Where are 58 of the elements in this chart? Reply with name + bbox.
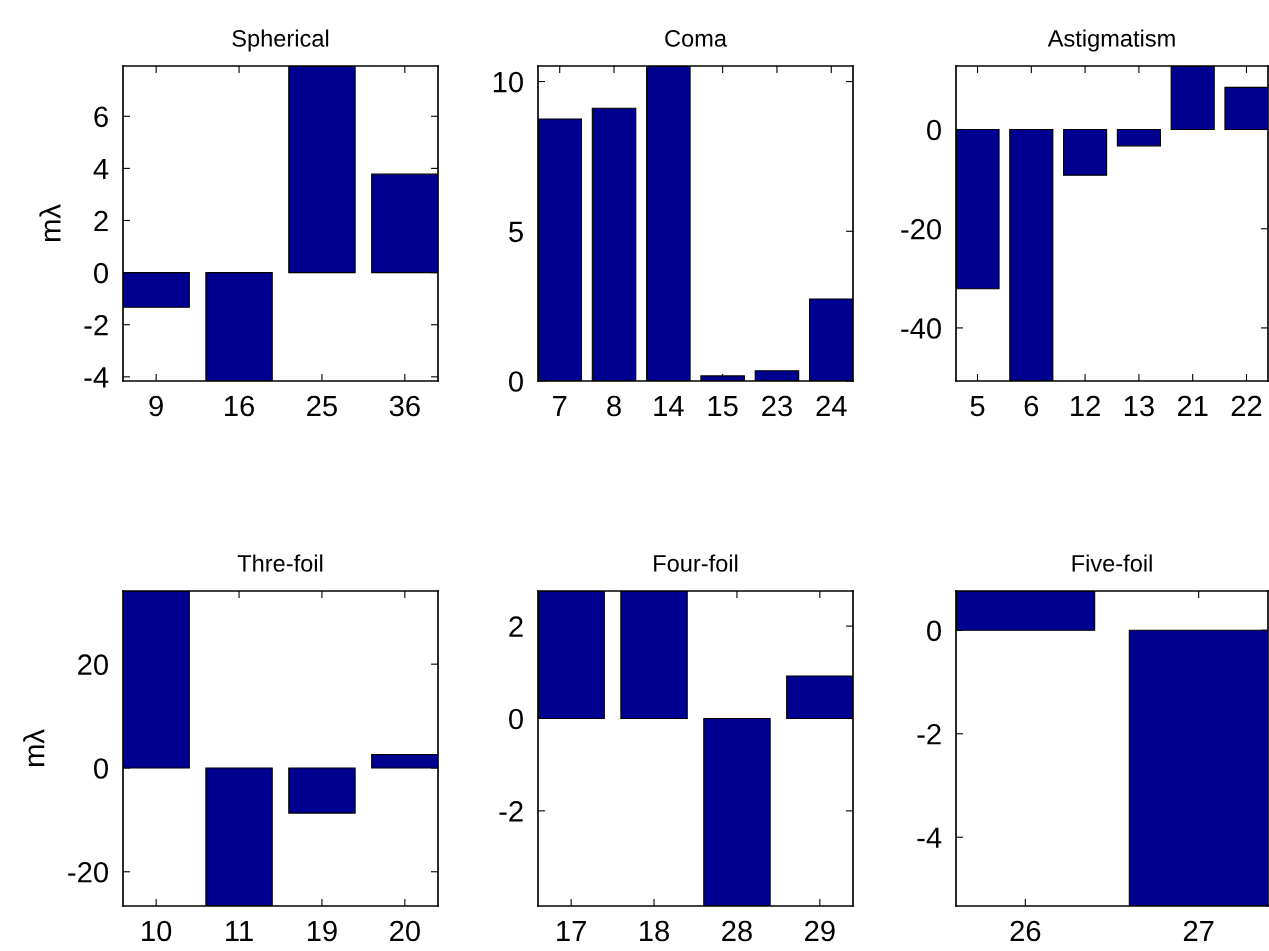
chart-title: Coma [665,30,727,47]
y-tick-label: -2 [499,801,523,822]
y-tick-label: 0 [927,620,941,642]
y-tick-label: -40 [901,318,941,339]
bar [1116,128,1161,147]
x-tick-label: 7 [553,395,567,417]
y-tick-label: 0 [94,262,108,284]
y-tick-label: 2 [94,210,108,232]
x-tick-label: 17 [557,920,586,942]
x-tick-label: 14 [654,395,684,417]
y-tick-label: 2 [509,616,523,637]
x-tick-label: 18 [640,920,670,942]
y-tick-label: -4 [84,367,109,388]
y-tick-label: 0 [94,758,108,779]
x-tick-label: 29 [805,920,835,942]
chart-title: Four-foil [654,554,738,572]
x-tick-label: 23 [762,395,792,417]
x-tick-label: 26 [1010,920,1041,942]
y-axis-title: mλ [39,204,61,241]
chart-title: Spherical [232,29,329,52]
bar [1063,128,1108,176]
chart-title: Thre-foil [237,554,323,572]
y-tick-label: -2 [84,314,108,336]
x-tick-label: 9 [149,395,163,417]
x-tick-label: 20 [390,920,420,942]
x-tick-label: 10 [142,920,172,942]
x-tick-label: 21 [1177,395,1208,417]
bar [288,767,356,814]
y-tick-label: -20 [901,218,941,240]
y-tick-label: 0 [509,371,523,392]
y-tick-label: -2 [917,723,941,745]
x-tick-label: 16 [225,395,254,417]
y-tick-label: 10 [493,71,523,93]
x-tick-label: 15 [708,395,738,417]
chart-title: Five-foil [1072,554,1152,572]
y-tick-label: -4 [917,827,942,848]
y-tick-label: 5 [509,221,523,243]
chart-title: Astigmatism [1047,29,1175,52]
x-tick-label: 12 [1071,395,1100,417]
x-tick-label: 11 [226,920,253,942]
y-tick-label: 20 [78,654,108,676]
x-tick-label: 25 [307,395,337,417]
x-tick-label: 28 [722,920,752,942]
x-tick-label: 5 [970,395,985,417]
x-tick-label: 8 [607,395,621,417]
x-tick-label: 24 [816,395,847,417]
y-tick-label: 6 [94,106,108,128]
x-tick-label: 13 [1124,395,1154,417]
y-tick-label: 0 [927,119,941,141]
x-tick-label: 19 [307,920,337,942]
x-tick-label: 6 [1024,395,1039,417]
y-tick-label: 0 [509,708,523,730]
y-tick-label: -20 [68,861,108,883]
y-axis-title: mλ [23,729,45,766]
y-tick-label: 4 [93,158,109,179]
x-tick-label: 36 [389,395,420,417]
x-tick-label: 27 [1183,920,1214,942]
x-tick-label: 22 [1231,395,1262,417]
